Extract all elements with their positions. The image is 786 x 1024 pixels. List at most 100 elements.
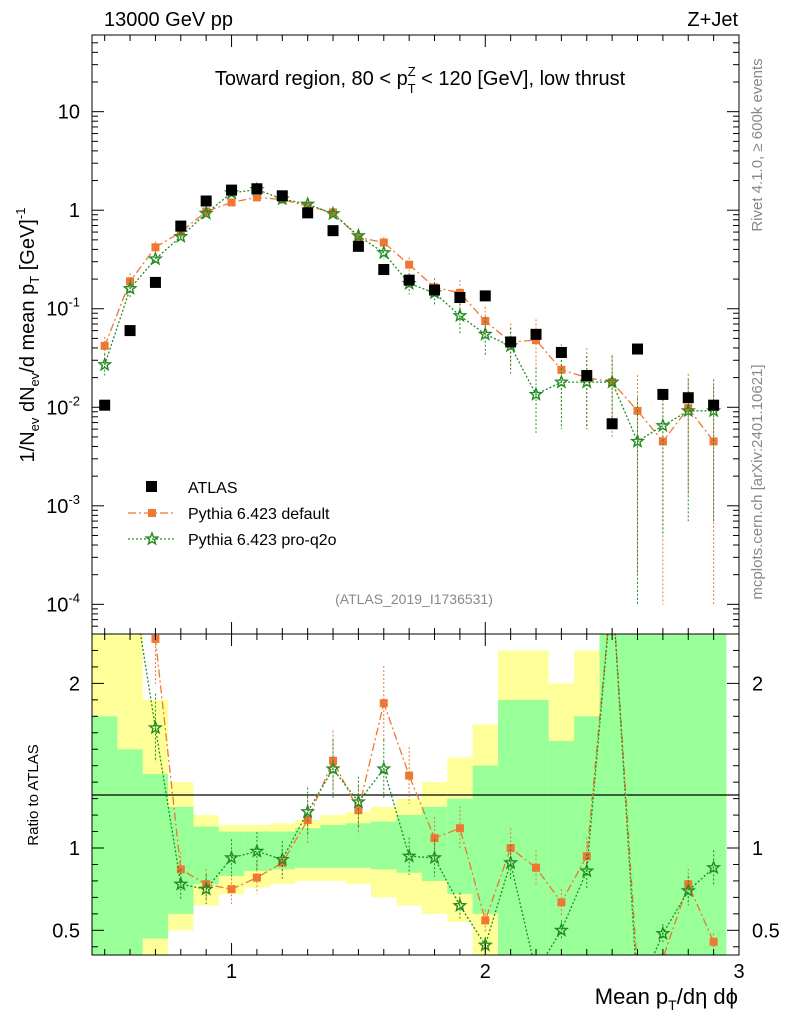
ytick-base: 10 xyxy=(46,594,68,616)
ylabel-part-2: dN xyxy=(17,386,39,417)
xtick-label: 2 xyxy=(480,961,491,983)
ratio-point xyxy=(532,863,541,872)
data-point xyxy=(97,356,113,372)
legend-star-shape xyxy=(144,531,160,546)
data-point xyxy=(657,388,669,400)
data-point xyxy=(302,207,314,219)
ratio-point xyxy=(198,881,214,896)
ratio-ticks xyxy=(92,634,739,955)
data-point xyxy=(149,276,161,288)
ratio-ytick-label-right: 2 xyxy=(752,673,763,695)
ytick-base: 10 xyxy=(46,496,68,518)
data-point xyxy=(530,328,542,340)
xtick-label: 1 xyxy=(226,961,237,983)
legend-atlas-label: ATLAS xyxy=(188,480,238,497)
main-ytick-label: 10-4 xyxy=(46,590,80,616)
data-point xyxy=(604,374,620,389)
ylabel-part-6: [GeV] xyxy=(17,219,39,276)
ylabel-part-0: 1/N xyxy=(17,431,39,462)
rivet-label: Rivet 4.1.0, ≥ 600k events xyxy=(749,58,766,231)
band-inner xyxy=(472,765,498,914)
ratio-bands xyxy=(92,634,727,955)
ratio-point xyxy=(227,885,236,894)
title-sup: Z xyxy=(408,64,416,79)
ratio-ytick-label-left: 1 xyxy=(69,838,80,860)
ratio-point xyxy=(147,719,164,735)
data-point xyxy=(252,193,261,202)
ylabel-part-3: ev xyxy=(27,372,42,386)
data-point xyxy=(555,346,567,358)
data-point xyxy=(350,227,367,243)
data-point xyxy=(354,233,363,242)
main-ytick-label: 10 xyxy=(58,102,80,124)
data-point xyxy=(124,325,136,337)
data-point xyxy=(655,417,671,433)
data-point xyxy=(680,402,696,418)
xlabel-part-1: T xyxy=(668,997,677,1013)
series-line xyxy=(104,188,714,443)
data-point xyxy=(403,274,415,286)
ylabel-part-5: T xyxy=(27,276,42,284)
data-point xyxy=(227,198,236,207)
data-point xyxy=(379,238,388,247)
data-point xyxy=(327,225,339,237)
main-series xyxy=(97,181,722,605)
legend-proq2o-marker xyxy=(144,531,160,546)
data-point xyxy=(99,399,111,411)
ratio-ytick-label-left: 2 xyxy=(69,673,80,695)
main-ytick-label: 10-3 xyxy=(46,492,80,518)
x-axis-label: Mean pT/dη dϕ xyxy=(595,984,738,1013)
data-point xyxy=(325,205,341,221)
band-inner xyxy=(574,716,600,955)
ratio-point xyxy=(376,761,392,776)
ratio-ytick-label-right: 1 xyxy=(752,838,763,860)
header-left: 13000 GeV pp xyxy=(104,9,233,31)
data-point xyxy=(658,437,667,446)
ratio-point xyxy=(426,849,443,865)
ratio-point xyxy=(249,843,265,858)
data-point xyxy=(553,374,570,389)
header-right: Z+Jet xyxy=(687,9,738,31)
band-inner xyxy=(142,773,169,939)
data-point xyxy=(682,392,694,404)
chart-title: Toward region, 80 < pZ T < 120 [GeV], low… xyxy=(215,64,626,96)
xtick-labels: 1 2 3 xyxy=(226,961,745,983)
data-point xyxy=(378,264,390,276)
ylabel-part-4: /d mean p xyxy=(17,284,39,373)
ylabel-part-1: ev xyxy=(27,417,42,431)
data-point xyxy=(251,183,263,195)
ytick-exp: -3 xyxy=(68,492,80,507)
ratio-ytick-label-left: 0.5 xyxy=(52,920,80,942)
main-ticks xyxy=(92,34,739,635)
data-point xyxy=(200,195,212,207)
data-point xyxy=(452,307,468,323)
ratio-point xyxy=(223,849,240,865)
xlabel-part-0: Mean p xyxy=(595,984,668,1009)
ratio-line xyxy=(139,634,715,955)
band-inner xyxy=(371,821,397,870)
data-point xyxy=(405,260,414,269)
ytick-base: 1 xyxy=(69,200,80,222)
ratio-frame xyxy=(91,633,740,956)
main-ylabel: 1/Nev dNev/d mean pT [GeV]-1 xyxy=(13,208,42,463)
ratio-point xyxy=(579,862,595,878)
analysis-watermark: (ATLAS_2019_I1736531) xyxy=(335,591,493,607)
series-atlas xyxy=(99,183,720,430)
ratio-ytick-labels: 0.5 0.5 1 1 2 2 xyxy=(52,673,780,942)
ratio-point xyxy=(582,852,591,861)
ratio-panel: 0.5 0.5 1 1 2 2 1 2 3 Ratio to ATLAS Mean pT/dη… xyxy=(25,633,780,1013)
band-inner xyxy=(548,741,575,955)
data-point xyxy=(100,341,109,350)
ratio-point xyxy=(502,854,519,870)
ratio-point xyxy=(455,824,464,833)
ytick-exp: -1 xyxy=(68,295,80,310)
data-point xyxy=(454,292,466,304)
main-ytick-label: 10-2 xyxy=(46,393,80,419)
data-point xyxy=(709,437,718,446)
band-inner xyxy=(320,824,346,868)
ytick-exp: -4 xyxy=(68,590,80,605)
band-inner xyxy=(523,699,549,955)
data-point xyxy=(581,370,593,382)
data-point xyxy=(173,228,189,244)
